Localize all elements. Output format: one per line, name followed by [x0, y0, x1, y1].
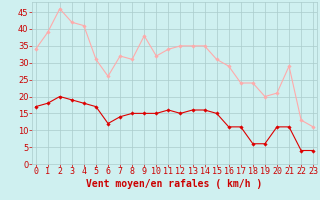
X-axis label: Vent moyen/en rafales ( km/h ): Vent moyen/en rafales ( km/h ) — [86, 179, 262, 189]
